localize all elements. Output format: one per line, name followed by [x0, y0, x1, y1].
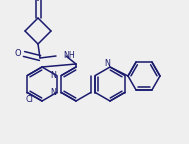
- Text: N: N: [50, 88, 56, 97]
- Text: O: O: [15, 50, 21, 58]
- Text: NH: NH: [63, 51, 75, 59]
- Text: Cl: Cl: [25, 95, 33, 104]
- Text: N: N: [50, 71, 56, 80]
- Text: N: N: [104, 58, 110, 68]
